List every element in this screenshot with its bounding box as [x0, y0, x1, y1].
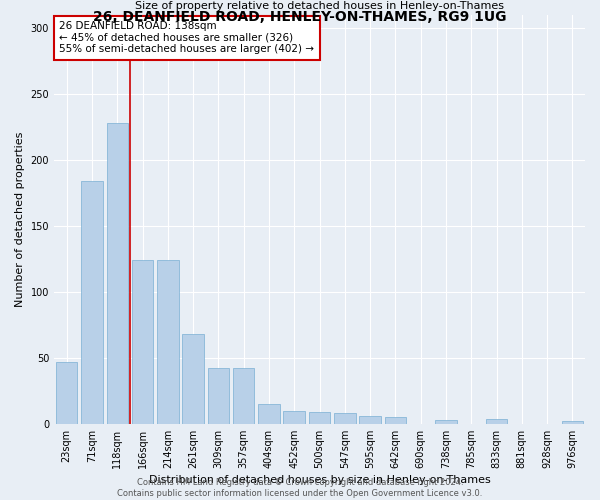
Text: Contains HM Land Registry data © Crown copyright and database right 2024.
Contai: Contains HM Land Registry data © Crown c… [118, 478, 482, 498]
Bar [283, 410, 305, 424]
Text: 26, DEANFIELD ROAD, HENLEY-ON-THAMES, RG9 1UG: 26, DEANFIELD ROAD, HENLEY-ON-THAMES, RG… [93, 10, 507, 24]
X-axis label: Distribution of detached houses by size in Henley-on-Thames: Distribution of detached houses by size … [149, 475, 490, 485]
Bar [486, 418, 507, 424]
Bar [359, 416, 381, 424]
Text: 26 DEANFIELD ROAD: 138sqm
← 45% of detached houses are smaller (326)
55% of semi: 26 DEANFIELD ROAD: 138sqm ← 45% of detac… [59, 21, 314, 54]
Bar [107, 123, 128, 424]
Bar [233, 368, 254, 424]
Y-axis label: Number of detached properties: Number of detached properties [15, 132, 25, 307]
Bar [562, 421, 583, 424]
Bar [56, 362, 77, 424]
Bar [157, 260, 179, 424]
Bar [182, 334, 204, 424]
Bar [132, 260, 153, 424]
Bar [435, 420, 457, 424]
Bar [309, 412, 330, 424]
Bar [385, 417, 406, 424]
Bar [258, 404, 280, 424]
Bar [81, 181, 103, 424]
Title: Size of property relative to detached houses in Henley-on-Thames: Size of property relative to detached ho… [135, 2, 504, 12]
Bar [208, 368, 229, 424]
Bar [334, 414, 356, 424]
